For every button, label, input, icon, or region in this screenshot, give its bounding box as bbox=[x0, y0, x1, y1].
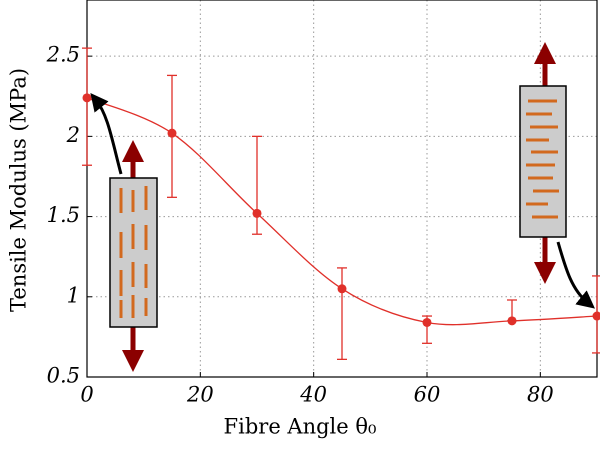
x-tick-label: 40 bbox=[299, 383, 327, 407]
x-tick-label: 80 bbox=[527, 383, 554, 407]
data-point bbox=[337, 284, 347, 294]
y-tick-label: 2 bbox=[66, 123, 80, 147]
y-tick-label: 0.5 bbox=[47, 364, 80, 388]
fibre-diagram-longitudinal bbox=[90, 92, 158, 372]
data-point bbox=[507, 316, 517, 326]
x-axis-label: Fibre Angle θ₀ bbox=[224, 415, 377, 439]
error-bar bbox=[252, 135, 262, 235]
error-bar bbox=[337, 267, 347, 361]
y-tick-label: 1.5 bbox=[47, 203, 80, 227]
error-bar bbox=[82, 47, 92, 166]
plot-area: 0 20 40 60 80 0.5 1 1.5 2 2.5 bbox=[46, 0, 600, 407]
y-tick-label: 2.5 bbox=[46, 43, 80, 67]
y-axis-label: Tensile Modulus (MPa) bbox=[7, 68, 31, 312]
plot-frame bbox=[86, 0, 598, 378]
data-point bbox=[422, 317, 432, 327]
x-tick-label: 60 bbox=[414, 383, 441, 407]
x-tick-label: 20 bbox=[186, 383, 214, 407]
data-point bbox=[592, 311, 600, 321]
x-tick-label: 0 bbox=[80, 383, 93, 407]
y-tick-label: 1 bbox=[67, 283, 80, 307]
fibre-diagram-transverse bbox=[519, 42, 595, 309]
data-point bbox=[167, 128, 177, 138]
data-point bbox=[252, 208, 262, 218]
data-point bbox=[82, 93, 92, 103]
